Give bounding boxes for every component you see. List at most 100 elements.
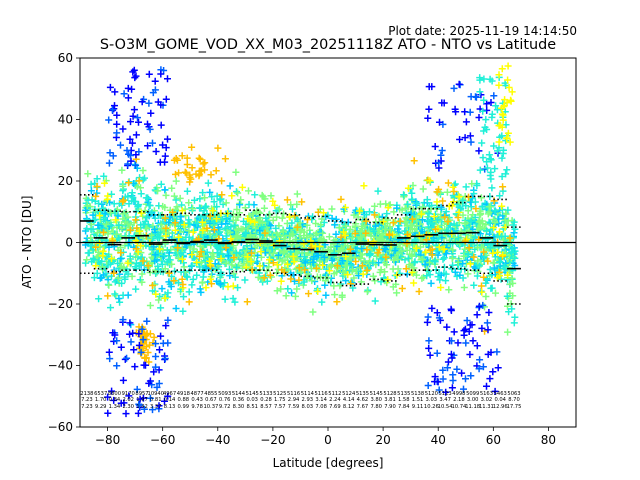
data-point bbox=[216, 280, 224, 288]
data-point-yellow bbox=[500, 103, 508, 110]
data-point-blue bbox=[162, 95, 170, 103]
data-point bbox=[342, 277, 350, 285]
data-point-blue bbox=[494, 364, 502, 372]
data-point bbox=[262, 214, 270, 222]
bin-stat-std: 7.69 bbox=[329, 404, 341, 410]
bin-stat-mean: 0.03 bbox=[246, 397, 258, 403]
data-point bbox=[213, 265, 221, 273]
bin-stat-count: 5128 bbox=[383, 391, 396, 397]
data-point bbox=[185, 199, 193, 207]
data-point bbox=[433, 216, 441, 224]
data-point bbox=[115, 234, 123, 242]
data-point-blue bbox=[460, 327, 468, 335]
data-point bbox=[122, 268, 130, 276]
bin-stat-mean: 2.02 bbox=[122, 397, 134, 403]
data-point bbox=[214, 243, 222, 251]
data-point-blue bbox=[483, 382, 490, 390]
data-point-yellow bbox=[172, 226, 179, 234]
data-point bbox=[93, 269, 101, 277]
data-point bbox=[172, 196, 180, 204]
bin-stat-count: 5112 bbox=[328, 391, 341, 397]
data-point bbox=[279, 227, 287, 235]
data-point-blue bbox=[491, 387, 499, 395]
data-point bbox=[115, 221, 123, 229]
data-point-yellow bbox=[495, 138, 503, 146]
bin-stat-mean: 0.36 bbox=[233, 397, 245, 403]
bin-stat-mean: 4.14 bbox=[343, 397, 355, 403]
data-point-yellow bbox=[132, 216, 140, 224]
data-point-blue bbox=[134, 114, 141, 122]
data-point bbox=[143, 225, 151, 232]
y-tick-label: −60 bbox=[48, 420, 73, 434]
data-point-yellow bbox=[435, 243, 443, 251]
data-point-blue bbox=[127, 152, 134, 159]
data-point bbox=[278, 214, 286, 222]
bin-stat-std: 9.72 bbox=[219, 404, 231, 410]
data-point-cyan bbox=[487, 175, 495, 183]
data-point-blue bbox=[440, 99, 448, 107]
data-point bbox=[93, 175, 101, 183]
data-point-cyan bbox=[490, 142, 498, 150]
data-point-blue bbox=[157, 101, 165, 109]
data-point-yellow bbox=[455, 208, 463, 216]
bin-stat-mean: 8.70 bbox=[508, 397, 520, 403]
data-point-blue bbox=[433, 309, 441, 317]
data-point-yellow bbox=[333, 298, 341, 306]
data-point bbox=[176, 194, 184, 202]
data-point-yellow bbox=[503, 135, 511, 143]
data-point-blue bbox=[478, 324, 486, 332]
data-point-yellow bbox=[209, 207, 217, 215]
data-point-yellow bbox=[362, 229, 370, 237]
data-point bbox=[371, 202, 379, 210]
data-point bbox=[137, 184, 144, 192]
data-point bbox=[292, 292, 299, 300]
data-point-yellow bbox=[384, 276, 392, 284]
data-point bbox=[509, 221, 517, 229]
data-point bbox=[372, 222, 379, 230]
data-point-yellow bbox=[444, 218, 452, 225]
data-point-yellow bbox=[295, 264, 303, 272]
data-point-blue bbox=[105, 159, 113, 167]
bin-stat-std: 8.13 bbox=[164, 404, 176, 410]
data-point bbox=[310, 255, 318, 263]
data-point-yellow bbox=[103, 195, 111, 203]
data-point bbox=[201, 194, 209, 202]
data-point-yellow bbox=[285, 213, 293, 221]
data-point bbox=[483, 227, 490, 235]
data-point bbox=[124, 291, 132, 299]
data-point bbox=[94, 221, 102, 229]
data-point-blue bbox=[439, 366, 447, 374]
data-point bbox=[504, 328, 512, 336]
data-point bbox=[154, 187, 162, 195]
data-point-blue bbox=[132, 131, 140, 139]
data-point bbox=[155, 296, 163, 304]
data-point-blue bbox=[475, 365, 483, 373]
data-point bbox=[416, 243, 424, 251]
data-point bbox=[89, 225, 97, 233]
data-point-cyan bbox=[498, 154, 506, 162]
data-point-yellow bbox=[222, 244, 230, 252]
data-point-yellow bbox=[494, 248, 502, 256]
data-point bbox=[171, 267, 179, 275]
data-point bbox=[111, 290, 119, 298]
data-point bbox=[117, 263, 125, 271]
data-point-orange bbox=[144, 349, 152, 356]
bin-stat-mean: 1.75 bbox=[274, 397, 286, 403]
data-point-blue bbox=[152, 353, 160, 360]
data-point bbox=[508, 249, 516, 257]
data-point-yellow bbox=[174, 244, 182, 252]
data-point-yellow bbox=[466, 260, 474, 268]
data-point-cyan bbox=[479, 154, 487, 162]
data-point-yellow bbox=[319, 261, 327, 269]
data-point-yellow bbox=[504, 76, 512, 84]
data-point bbox=[219, 200, 227, 208]
data-point bbox=[462, 183, 470, 191]
data-point-cyan bbox=[476, 166, 484, 174]
data-point-blue bbox=[105, 116, 113, 124]
data-point-yellow bbox=[266, 271, 274, 279]
data-point-yellow bbox=[410, 279, 418, 287]
data-point bbox=[456, 271, 464, 279]
data-point bbox=[418, 274, 426, 282]
data-point bbox=[297, 226, 305, 234]
data-point bbox=[511, 225, 519, 233]
